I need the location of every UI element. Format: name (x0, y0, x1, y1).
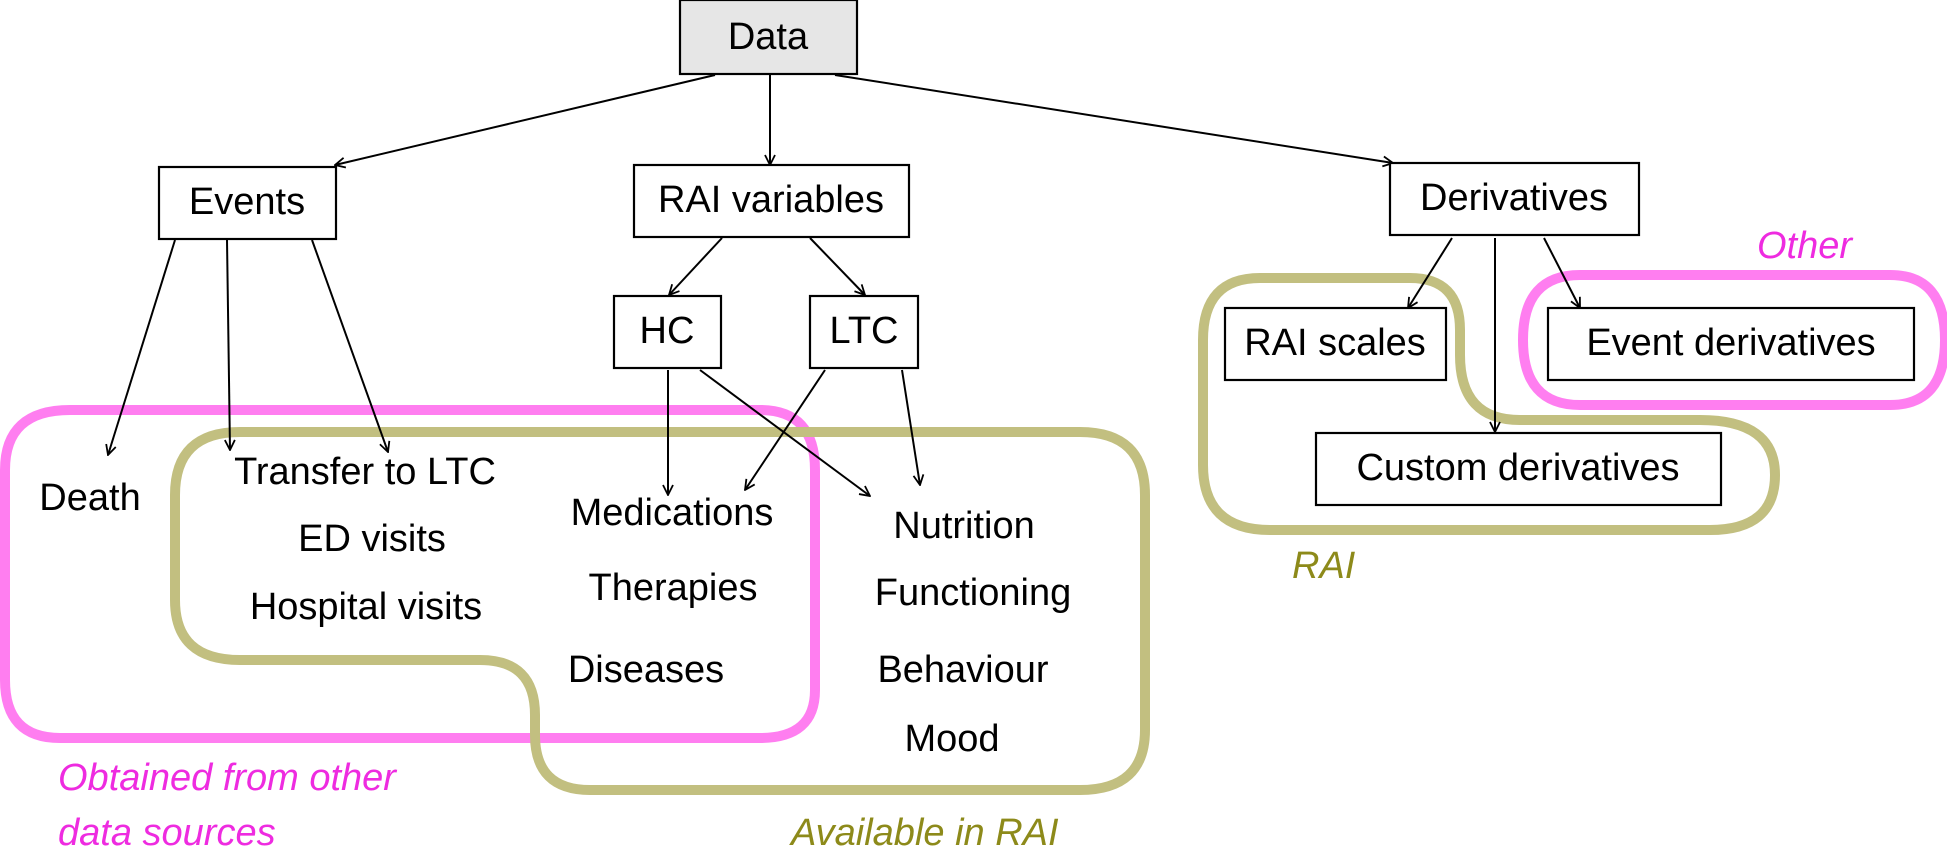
leaf-death: Death (39, 477, 140, 519)
node-rai-variables-label: RAI variables (658, 179, 884, 221)
leaf-diseases: Diseases (568, 649, 724, 691)
label-other: Other (1757, 225, 1853, 267)
node-event-derivatives-label: Event derivatives (1586, 322, 1875, 364)
label-available-in-rai: Available in RAI (789, 812, 1059, 850)
edge-data-derivatives (834, 74, 1393, 163)
node-events: Events (157, 165, 338, 241)
node-rai-scales: RAI scales (1223, 306, 1448, 382)
node-rai-scales-label: RAI scales (1244, 322, 1426, 364)
edge-events-ed (311, 239, 388, 452)
edge-rai-hc (669, 237, 723, 295)
leaf-medications: Medications (571, 492, 774, 534)
leaf-mood: Mood (904, 718, 999, 760)
edge-derivatives-event (1543, 237, 1580, 308)
node-hc-label: HC (640, 310, 695, 352)
label-obtained-line2: data sources (58, 812, 276, 850)
edge-ltc-nutrition (901, 369, 920, 485)
region-other (1517, 270, 1947, 410)
label-obtained-line1: Obtained from other (58, 757, 397, 799)
node-event-derivatives: Event derivatives (1546, 306, 1916, 382)
node-custom-derivatives: Custom derivatives (1314, 431, 1723, 507)
edges (108, 74, 1580, 496)
node-data: Data (678, 0, 859, 76)
node-hc: HC (612, 294, 723, 370)
node-ltc-label: LTC (830, 310, 899, 352)
edge-events-transfer (227, 239, 230, 450)
node-data-label: Data (728, 16, 809, 58)
label-rai: RAI (1292, 545, 1356, 587)
leaf-nutrition: Nutrition (893, 505, 1035, 547)
leaf-therapies: Therapies (589, 567, 758, 609)
leaf-functioning: Functioning (875, 572, 1071, 614)
edge-events-death (108, 239, 176, 455)
region-available-in-rai (170, 427, 1150, 795)
edge-data-events (335, 74, 716, 165)
node-events-label: Events (189, 181, 305, 223)
node-ltc: LTC (808, 294, 920, 370)
region-rai (1198, 273, 1781, 535)
node-rai-variables: RAI variables (632, 163, 911, 239)
leaf-ed-visits: ED visits (298, 518, 446, 560)
leaf-behaviour: Behaviour (877, 649, 1048, 691)
edge-ltc-medications (745, 369, 826, 490)
edge-rai-ltc (809, 237, 865, 295)
leaf-hospital-visits: Hospital visits (250, 586, 482, 628)
node-custom-derivatives-label: Custom derivatives (1356, 447, 1679, 489)
leaf-transfer-to-ltc: Transfer to LTC (234, 451, 496, 493)
node-derivatives: Derivatives (1388, 161, 1641, 237)
edge-derivatives-rai-scales (1408, 237, 1453, 308)
node-derivatives-label: Derivatives (1420, 177, 1608, 219)
edge-hc-nutrition (699, 369, 870, 496)
